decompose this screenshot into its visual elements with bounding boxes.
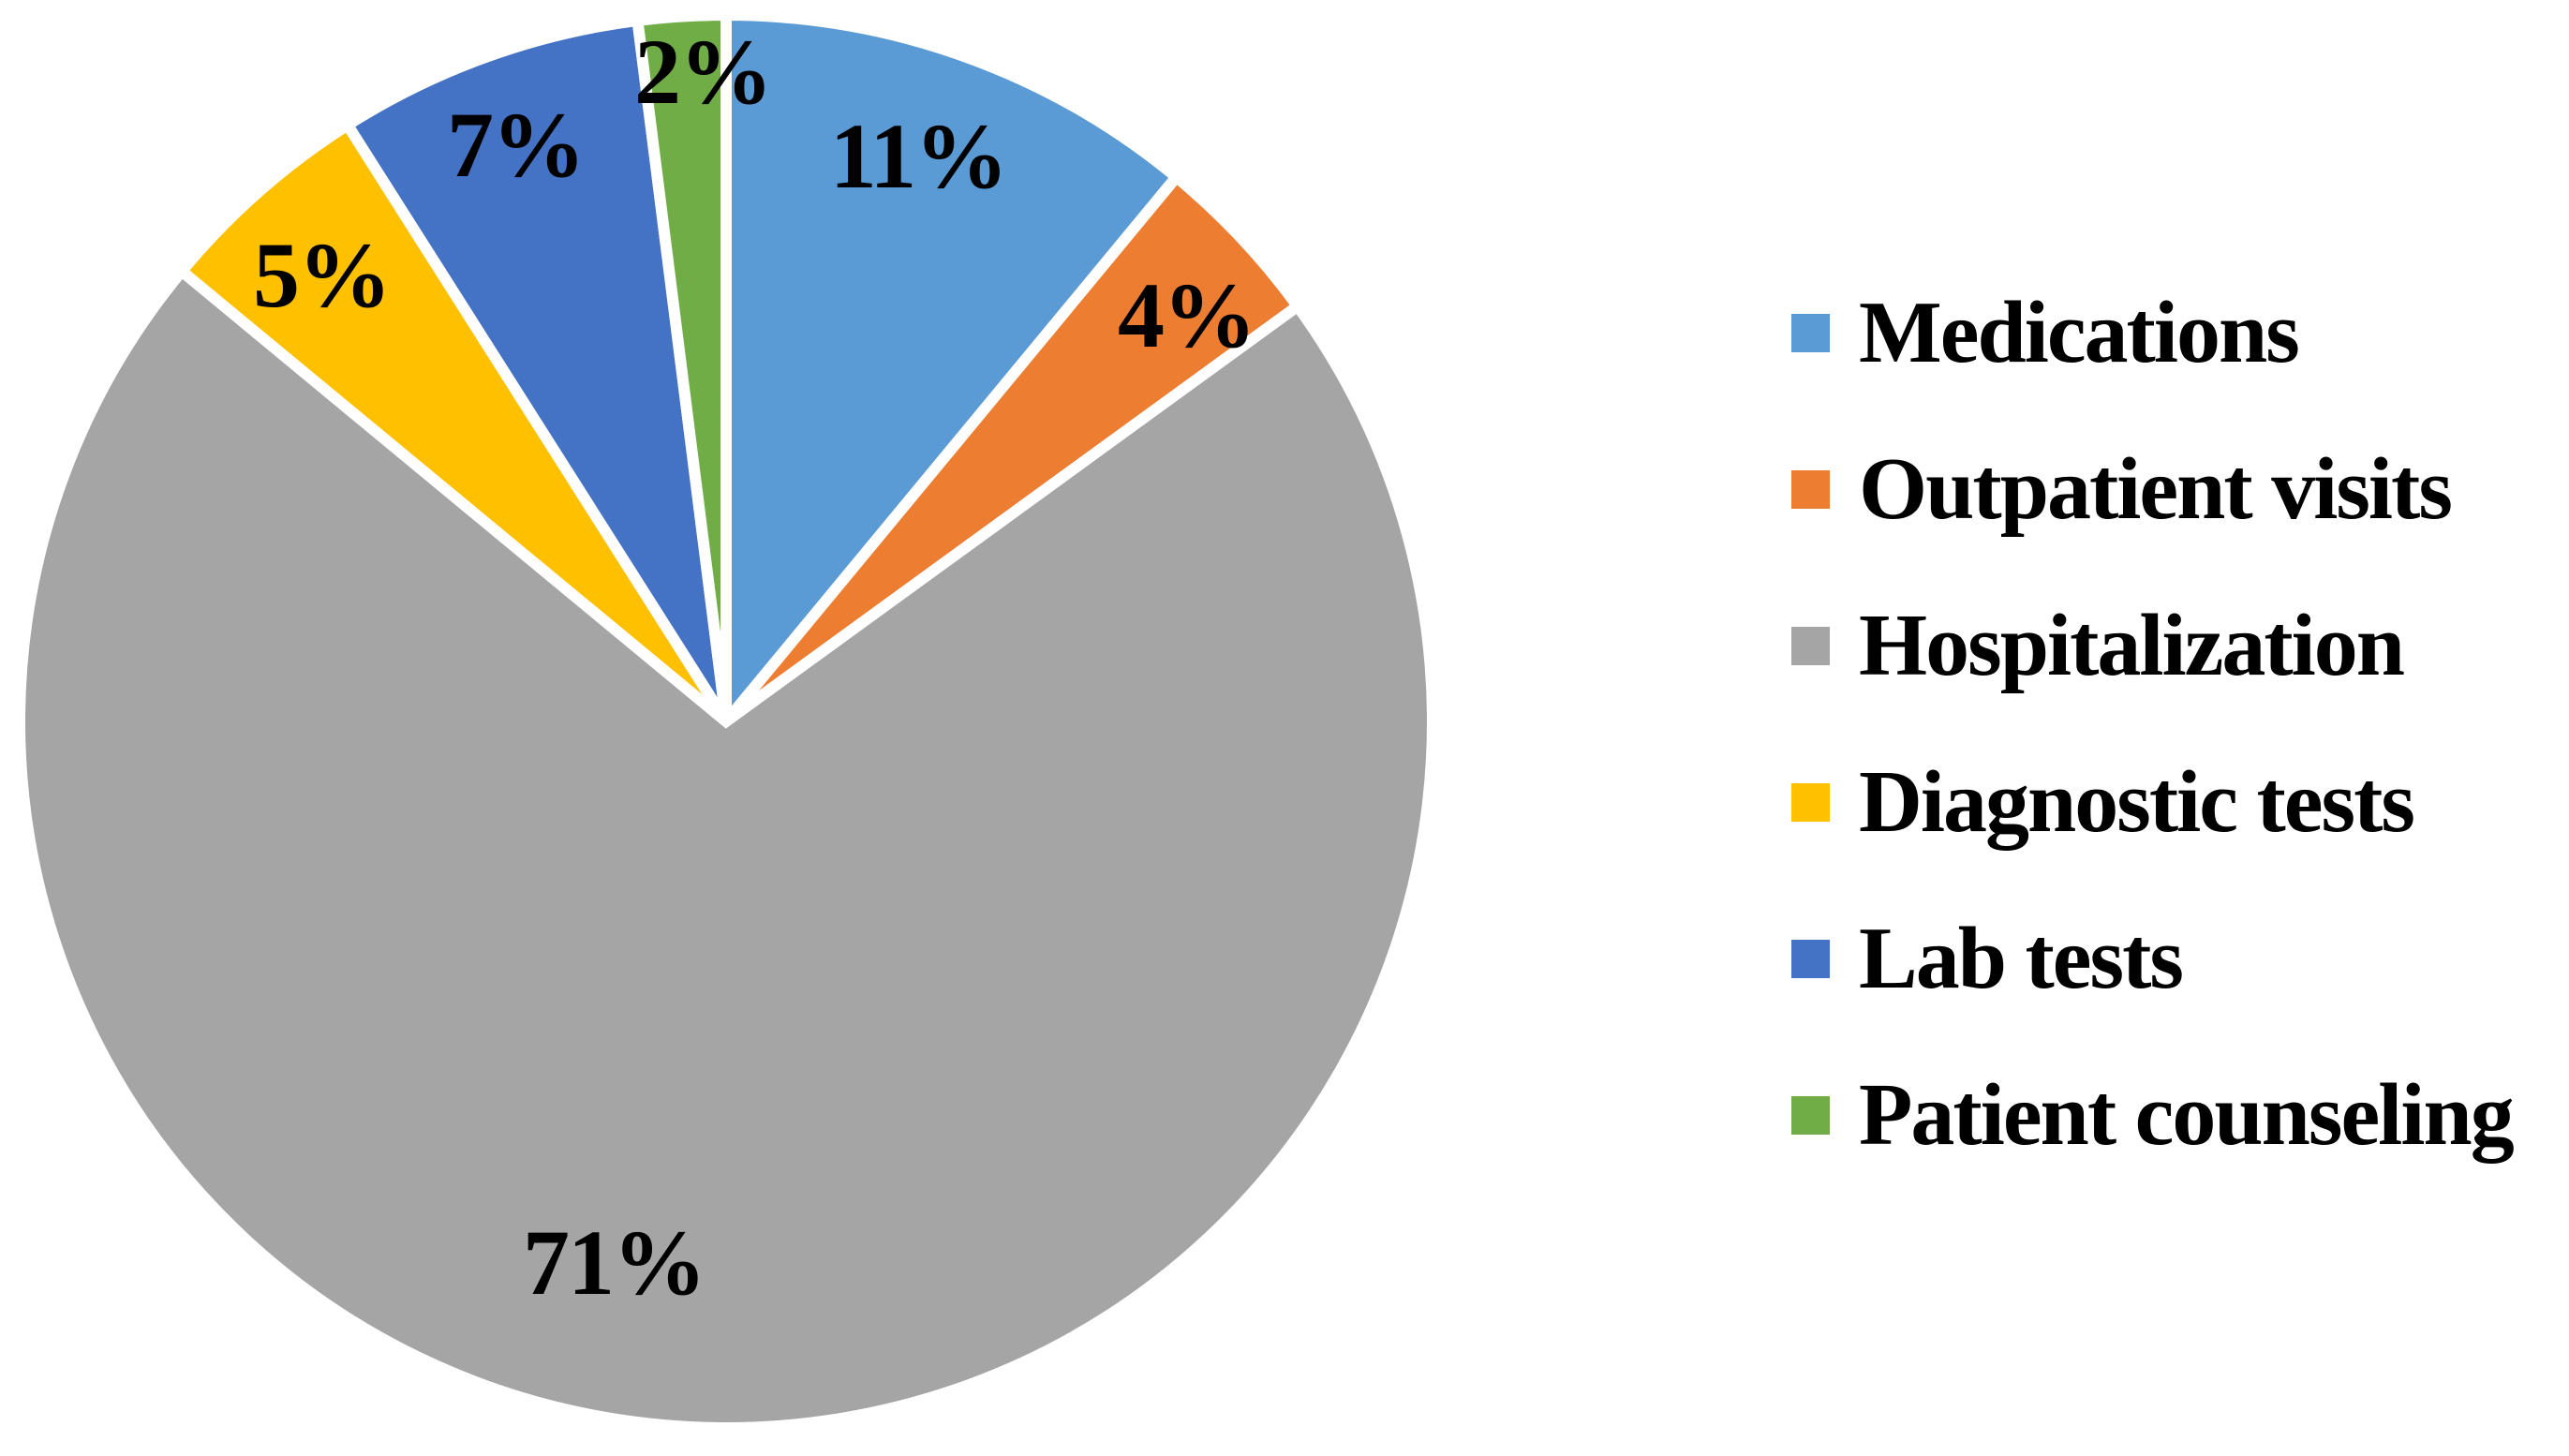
legend-swatch-medications <box>1791 313 1830 352</box>
pie-slice-hospitalization <box>14 262 1438 1434</box>
legend-swatch-lab-tests <box>1791 939 1830 978</box>
legend-label: Lab tests <box>1859 910 2184 1007</box>
pie-slice-percentage-label: 71% <box>523 1211 705 1315</box>
pie-slice-diagnostic-tests <box>173 117 732 726</box>
pie-slice-percentage-label: 5% <box>253 223 390 327</box>
legend: Medications Outpatient visits Hospitalizat… <box>1791 0 2569 1456</box>
legend-item-diagnostic-tests: Diagnostic tests <box>1791 746 2415 858</box>
legend-label: Diagnostic tests <box>1859 753 2415 851</box>
legend-label: Patient counseling <box>1859 1066 2515 1164</box>
legend-item-outpatient-visits: Outpatient visits <box>1791 433 2453 545</box>
legend-item-lab-tests: Lab tests <box>1791 902 2184 1015</box>
legend-label: Medications <box>1859 284 2300 381</box>
legend-swatch-diagnostic-tests <box>1791 782 1830 822</box>
legend-label: Outpatient visits <box>1859 440 2453 538</box>
legend-item-hospitalization: Hospitalization <box>1791 589 2405 702</box>
legend-swatch-hospitalization <box>1791 626 1830 665</box>
legend-item-medications: Medications <box>1791 276 2300 389</box>
legend-swatch-patient-counseling <box>1791 1095 1830 1135</box>
pie-slice-percentage-label: 2% <box>634 20 771 124</box>
pie-slice-percentage-label: 11% <box>830 104 1006 208</box>
pie-slice-percentage-label: 7% <box>447 93 584 197</box>
pie-slice-medications <box>720 8 1185 737</box>
pie-slice-patient-counseling <box>631 8 732 722</box>
pie-slice-lab-tests <box>339 14 732 725</box>
pie-slice-percentage-label: 4% <box>1118 263 1255 367</box>
legend-label: Hospitalization <box>1859 597 2405 694</box>
legend-item-patient-counseling: Patient counseling <box>1791 1059 2515 1171</box>
legend-swatch-outpatient-visits <box>1791 469 1830 509</box>
